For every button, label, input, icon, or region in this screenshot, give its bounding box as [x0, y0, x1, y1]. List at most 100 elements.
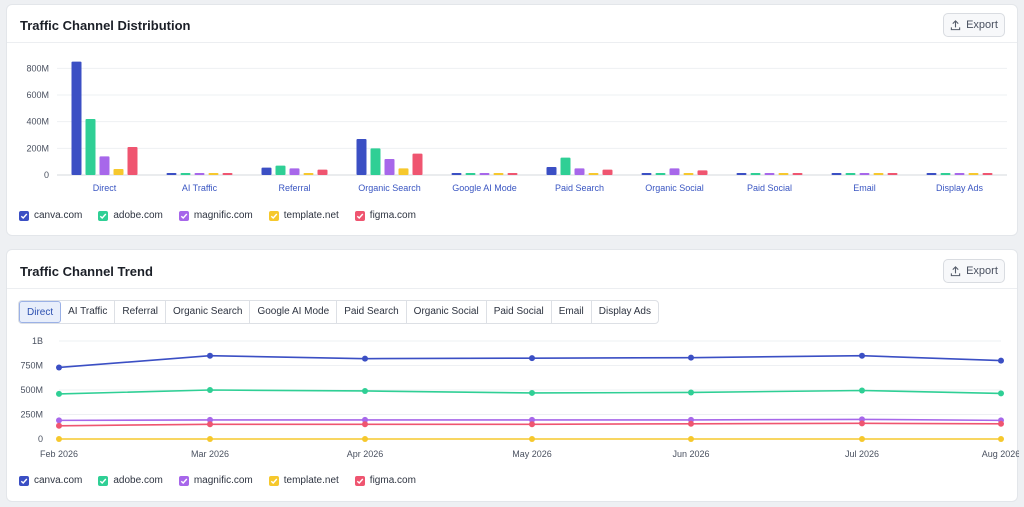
checkbox-icon[interactable] [354, 475, 365, 486]
bar-adobe-com-paid-search[interactable] [560, 157, 571, 175]
tab-paid-social[interactable]: Paid Social [487, 301, 552, 323]
bar-adobe-com-paid-social[interactable] [750, 173, 761, 175]
bar-magnific-com-paid-search[interactable] [574, 168, 585, 175]
bar-adobe-com-ai-traffic[interactable] [180, 173, 191, 175]
line-point-magnific-com[interactable] [207, 416, 213, 423]
legend-item-figma-com[interactable]: figma.com [354, 475, 416, 486]
bar-canva-com-email[interactable] [831, 173, 842, 175]
bar-adobe-com-organic-social[interactable] [655, 173, 666, 175]
bar-magnific-com-organic-social[interactable] [669, 168, 680, 175]
bar-figma-com-paid-search[interactable] [602, 169, 613, 175]
line-point-template-net[interactable] [56, 436, 62, 442]
line-point-figma-com[interactable] [529, 421, 535, 428]
line-point-adobe-com[interactable] [688, 389, 694, 396]
bar-figma-com-direct[interactable] [127, 147, 138, 175]
line-point-figma-com[interactable] [688, 420, 694, 427]
line-point-template-net[interactable] [362, 436, 368, 442]
bar-canva-com-referral[interactable] [261, 167, 272, 175]
bar-magnific-com-ai-traffic[interactable] [194, 173, 205, 175]
bar-canva-com-ai-traffic[interactable] [166, 173, 177, 175]
line-point-figma-com[interactable] [859, 420, 865, 427]
line-point-adobe-com[interactable] [998, 390, 1004, 397]
line-point-figma-com[interactable] [362, 421, 368, 428]
bar-magnific-com-display-ads[interactable] [954, 173, 965, 175]
legend-item-template-net[interactable]: template.net [268, 210, 339, 221]
bar-template-net-referral[interactable] [303, 173, 314, 175]
line-point-canva-com[interactable] [529, 355, 535, 362]
bar-canva-com-organic-search[interactable] [356, 139, 367, 175]
tab-display-ads[interactable]: Display Ads [598, 306, 651, 317]
bar-figma-com-referral[interactable] [317, 169, 328, 175]
bar-figma-com-display-ads[interactable] [982, 173, 993, 175]
line-point-magnific-com[interactable] [529, 416, 535, 423]
bar-canva-com-paid-social[interactable] [736, 173, 747, 175]
tab-organic-search[interactable]: Organic Search [166, 301, 251, 323]
tab-email[interactable]: Email [552, 301, 592, 323]
bar-template-net-direct[interactable] [113, 169, 124, 175]
line-point-adobe-com[interactable] [207, 387, 213, 393]
bar-magnific-com-paid-social[interactable] [764, 173, 775, 175]
bar-magnific-com-google-ai-mode[interactable] [479, 173, 490, 175]
tab-organic-social[interactable]: Organic Social [407, 301, 487, 323]
tab-referral[interactable]: Referral [115, 301, 166, 323]
bar-template-net-paid-social[interactable] [778, 173, 789, 175]
line-point-figma-com[interactable] [56, 422, 62, 429]
bar-template-net-paid-search[interactable] [588, 173, 599, 175]
tab-paid-search[interactable]: Paid Search [337, 301, 407, 323]
line-point-template-net[interactable] [998, 436, 1004, 442]
checkbox-icon[interactable] [19, 475, 29, 486]
bar-magnific-com-referral[interactable] [289, 168, 300, 175]
bar-template-net-ai-traffic[interactable] [208, 173, 219, 175]
line-point-figma-com[interactable] [207, 421, 213, 428]
line-point-canva-com[interactable] [207, 352, 213, 359]
line-point-magnific-com[interactable] [362, 416, 368, 423]
legend-item-magnific-com[interactable]: magnific.com [178, 210, 253, 221]
checkbox-icon[interactable] [268, 475, 279, 486]
line-point-adobe-com[interactable] [362, 387, 368, 394]
bar-magnific-com-email[interactable] [859, 173, 870, 175]
bar-adobe-com-google-ai-mode[interactable] [465, 173, 476, 175]
bar-figma-com-paid-social[interactable] [792, 173, 803, 175]
bar-canva-com-organic-social[interactable] [641, 173, 652, 175]
bar-template-net-organic-search[interactable] [398, 168, 409, 175]
bar-adobe-com-organic-search[interactable] [370, 148, 381, 175]
checkbox-icon[interactable] [98, 475, 109, 486]
bar-figma-com-ai-traffic[interactable] [222, 173, 233, 175]
line-point-template-net[interactable] [529, 436, 535, 442]
line-point-canva-com[interactable] [362, 355, 368, 362]
line-point-canva-com[interactable] [688, 354, 694, 361]
legend-item-canva-com[interactable]: canva.com [19, 210, 82, 221]
trend-export-button[interactable]: Export [943, 259, 1005, 283]
bar-adobe-com-display-ads[interactable] [940, 173, 951, 175]
bar-adobe-com-email[interactable] [845, 173, 856, 175]
line-point-adobe-com[interactable] [56, 390, 62, 397]
bar-magnific-com-direct[interactable] [99, 156, 110, 175]
tab-direct[interactable]: Direct [19, 301, 62, 323]
line-point-template-net[interactable] [207, 436, 213, 442]
checkbox-icon[interactable] [354, 210, 365, 221]
bar-figma-com-organic-social[interactable] [697, 170, 708, 175]
line-point-template-net[interactable] [688, 436, 694, 442]
bar-figma-com-organic-search[interactable] [412, 153, 423, 175]
distribution-export-button[interactable]: Export [943, 13, 1005, 37]
bar-template-net-email[interactable] [873, 173, 884, 175]
legend-item-template-net[interactable]: template.net [268, 475, 339, 486]
tab-ai-traffic[interactable]: AI Traffic [61, 301, 116, 323]
line-point-canva-com[interactable] [998, 357, 1004, 364]
bar-canva-com-paid-search[interactable] [546, 167, 557, 175]
bar-template-net-display-ads[interactable] [968, 173, 979, 175]
legend-item-adobe-com[interactable]: adobe.com [98, 210, 163, 221]
line-point-magnific-com[interactable] [56, 417, 62, 424]
legend-item-canva-com[interactable]: canva.com [19, 475, 82, 486]
line-point-adobe-com[interactable] [859, 387, 865, 394]
tab-google-ai-mode[interactable]: Google AI Mode [250, 301, 338, 323]
line-point-template-net[interactable] [859, 436, 865, 442]
bar-adobe-com-referral[interactable] [275, 165, 286, 175]
bar-magnific-com-organic-search[interactable] [384, 159, 395, 175]
bar-canva-com-display-ads[interactable] [926, 173, 937, 175]
checkbox-icon[interactable] [98, 210, 109, 221]
checkbox-icon[interactable] [268, 210, 279, 221]
bar-figma-com-google-ai-mode[interactable] [507, 173, 518, 175]
line-point-figma-com[interactable] [998, 420, 1004, 427]
bar-canva-com-google-ai-mode[interactable] [451, 173, 462, 175]
